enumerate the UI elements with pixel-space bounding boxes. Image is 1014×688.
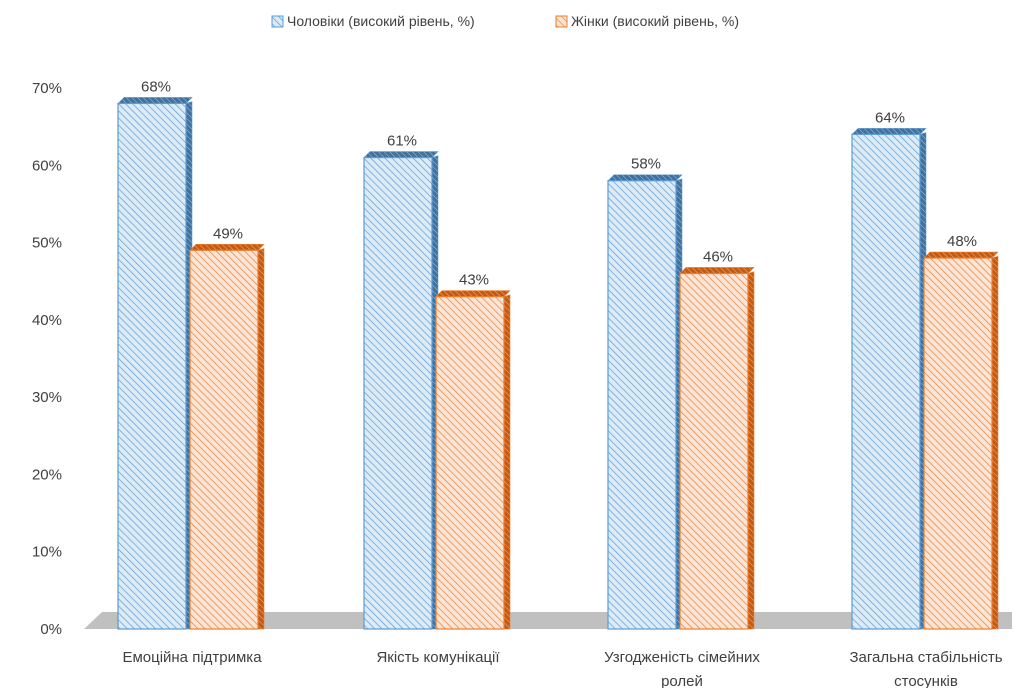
bar-side-women xyxy=(503,294,511,630)
category-label: Якість комунікації xyxy=(376,649,500,666)
bar-top-women xyxy=(679,267,755,274)
y-tick-label: 40% xyxy=(32,312,62,329)
x-axis: Емоційна підтримка Якість комунікації Узго… xyxy=(122,649,1002,688)
y-tick-label: 70% xyxy=(32,80,62,97)
bar-men xyxy=(363,156,433,630)
legend-item-men: Чоловіки (високий рівень, %) xyxy=(271,13,475,29)
data-label-men: 68% xyxy=(141,78,171,95)
bar-women xyxy=(435,296,505,630)
bar-women xyxy=(923,257,993,630)
bar-top-men xyxy=(607,174,683,182)
bar-top-women xyxy=(435,290,511,297)
data-label-men: 58% xyxy=(631,156,661,173)
legend-label-women: Жінки (високий рівень, %) xyxy=(571,13,739,29)
bar-side-women xyxy=(747,271,755,630)
data-label-women: 43% xyxy=(459,272,489,289)
bar-side-women xyxy=(257,248,265,630)
y-tick-label: 30% xyxy=(32,389,62,406)
bar-top-men xyxy=(363,151,439,158)
bar-group: 64% 48% xyxy=(851,109,999,630)
y-tick-label: 60% xyxy=(32,157,62,174)
bar-group: 58% 46% xyxy=(607,156,755,630)
data-label-men: 61% xyxy=(387,133,417,150)
bars: 68% 49% 61% 43% 58% 46% 64% 48% xyxy=(117,78,999,630)
bar-top-men xyxy=(851,128,927,135)
category-label: Узгодженість сімейних xyxy=(604,649,760,666)
category-label: Загальна стабільність xyxy=(849,649,1002,666)
bar-top-women xyxy=(189,244,265,251)
category-label: Емоційна підтримка xyxy=(122,649,262,666)
bar-men xyxy=(117,102,187,630)
legend-swatch-men xyxy=(271,15,284,28)
y-tick-label: 10% xyxy=(32,544,62,561)
legend-item-women: Жінки (високий рівень, %) xyxy=(555,13,739,29)
y-tick-label: 50% xyxy=(32,235,62,252)
bar-side-women xyxy=(991,255,999,630)
y-tick-label: 20% xyxy=(32,466,62,483)
bar-men xyxy=(851,133,921,630)
legend-swatch-women xyxy=(555,15,568,28)
bar-top-men xyxy=(117,97,193,104)
bar-top-women xyxy=(923,251,999,259)
y-tick-label: 0% xyxy=(40,621,62,638)
legend: Чоловіки (високий рівень, %) Жінки (висо… xyxy=(271,13,739,29)
data-label-women: 49% xyxy=(213,225,243,242)
bar-women xyxy=(679,272,749,630)
bar-group: 68% 49% xyxy=(117,78,265,630)
bar-women xyxy=(189,249,259,630)
category-label: ролей xyxy=(661,673,703,688)
chart-floor xyxy=(84,612,1012,629)
y-axis: 0% 10% 20% 30% 40% 50% 60% 70% xyxy=(32,80,62,638)
bar-group: 61% 43% xyxy=(363,133,511,630)
category-label: стосунків xyxy=(894,673,958,688)
bar-men xyxy=(607,180,677,630)
data-label-women: 48% xyxy=(947,233,977,250)
data-label-men: 64% xyxy=(875,109,905,126)
legend-label-men: Чоловіки (високий рівень, %) xyxy=(287,13,475,29)
data-label-women: 46% xyxy=(703,248,733,265)
